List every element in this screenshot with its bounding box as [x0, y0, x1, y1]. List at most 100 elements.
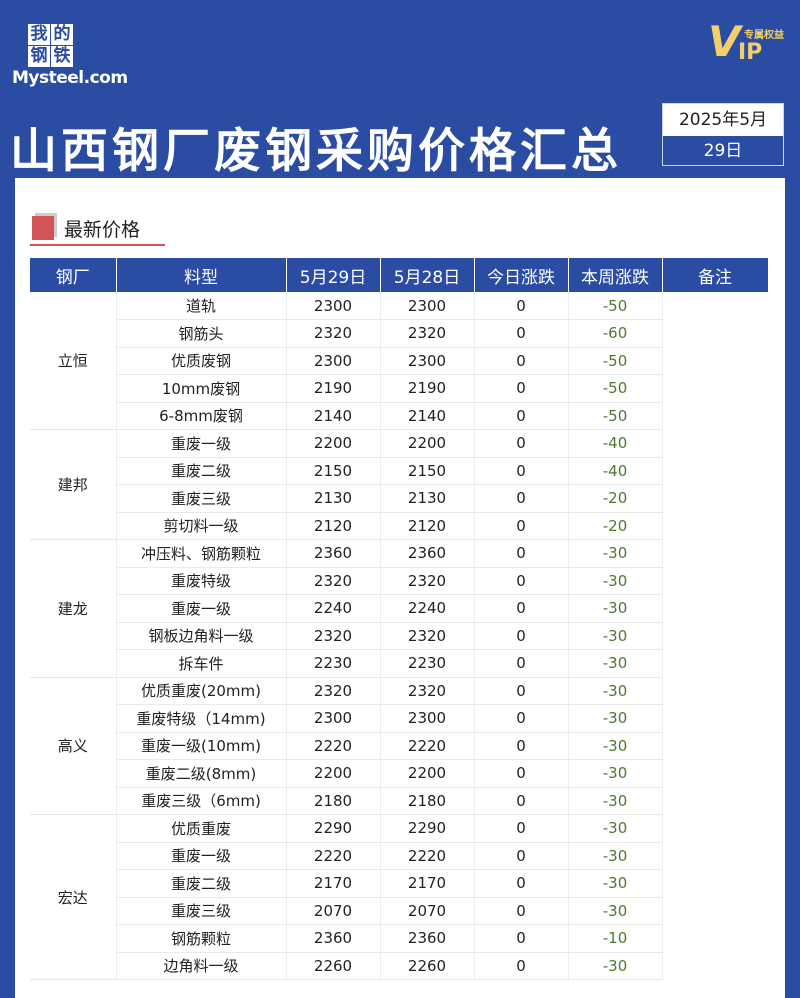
price-today: 2300	[286, 347, 381, 375]
section-underline	[30, 244, 165, 246]
price-yesterday: 2180	[380, 787, 475, 815]
vip-ip: IP	[738, 40, 763, 65]
daily-change: 0	[474, 347, 569, 375]
daily-change: 0	[474, 402, 569, 430]
table-row: 拆车件 2230 2230 0 -30	[30, 649, 768, 678]
column-header: 5月29日	[286, 258, 381, 292]
price-today: 2150	[286, 457, 381, 485]
daily-change: 0	[474, 924, 569, 953]
weekly-change: -40	[568, 429, 663, 458]
material-type: 6-8mm废钢	[116, 402, 287, 430]
mill-name: 宏达	[30, 814, 117, 980]
price-table: 钢厂 料型 5月29日 5月28日 今日涨跌 本周涨跌 备注 立恒 道轨 2300 2300 0 -5…	[30, 258, 769, 980]
daily-change: 0	[474, 567, 569, 595]
column-header: 钢厂	[30, 258, 117, 292]
price-today: 2320	[286, 319, 381, 348]
daily-change: 0	[474, 539, 569, 568]
price-yesterday: 2220	[380, 842, 475, 870]
price-today: 2140	[286, 402, 381, 430]
price-yesterday: 2140	[380, 402, 475, 430]
daily-change: 0	[474, 649, 569, 678]
table-row: 重废一级(10mm) 2220 2220 0 -30	[30, 732, 768, 760]
table-row: 6-8mm废钢 2140 2140 0 -50	[30, 402, 768, 430]
material-type: 优质废钢	[116, 347, 287, 375]
table-row: 重废一级 2220 2220 0 -30	[30, 842, 768, 870]
daily-change: 0	[474, 319, 569, 348]
weekly-change: -50	[568, 292, 663, 320]
price-yesterday: 2320	[380, 622, 475, 650]
price-today: 2120	[286, 512, 381, 540]
weekly-change: -40	[568, 457, 663, 485]
price-today: 2170	[286, 869, 381, 898]
material-type: 拆车件	[116, 649, 287, 678]
column-header: 今日涨跌	[474, 258, 569, 292]
weekly-change: -50	[568, 374, 663, 403]
price-yesterday: 2240	[380, 594, 475, 623]
price-today: 2200	[286, 429, 381, 458]
weekly-change: -30	[568, 759, 663, 788]
price-today: 2200	[286, 759, 381, 788]
weekly-change: -30	[568, 594, 663, 623]
material-type: 重废一级	[116, 842, 287, 870]
mysteel-logo: 我的钢铁 Mysteel.com	[12, 24, 128, 88]
price-yesterday: 2320	[380, 677, 475, 705]
vip-tag: 专属权益	[744, 30, 784, 41]
material-type: 重废二级	[116, 457, 287, 485]
material-type: 10mm废钢	[116, 374, 287, 403]
price-today: 2320	[286, 677, 381, 705]
price-today: 2360	[286, 924, 381, 953]
weekly-change: -20	[568, 512, 663, 540]
table-row: 钢板边角料一级 2320 2320 0 -30	[30, 622, 768, 650]
daily-change: 0	[474, 787, 569, 815]
column-header: 本周涨跌	[568, 258, 663, 292]
table-row: 重废特级（14mm) 2300 2300 0 -30	[30, 704, 768, 733]
price-yesterday: 2230	[380, 649, 475, 678]
table-row: 重废三级 2130 2130 0 -20	[30, 484, 768, 513]
daily-change: 0	[474, 897, 569, 925]
table-row: 10mm废钢 2190 2190 0 -50	[30, 374, 768, 403]
logo-char: 钢	[28, 46, 50, 67]
daily-change: 0	[474, 484, 569, 513]
logo-char: 我	[28, 24, 50, 45]
weekly-change: -30	[568, 649, 663, 678]
daily-change: 0	[474, 512, 569, 540]
daily-change: 0	[474, 952, 569, 980]
table-row: 建龙 冲压料、钢筋颗粒 2360 2360 0 -30	[30, 539, 768, 678]
vip-badge: V 专属权益 IP	[708, 21, 784, 66]
weekly-change: -60	[568, 319, 663, 348]
price-yesterday: 2320	[380, 567, 475, 595]
price-today: 2240	[286, 594, 381, 623]
table-row: 重废三级（6mm) 2180 2180 0 -30	[30, 787, 768, 815]
price-yesterday: 2300	[380, 704, 475, 733]
price-today: 2290	[286, 814, 381, 843]
weekly-change: -10	[568, 924, 663, 953]
material-type: 重废三级	[116, 897, 287, 925]
weekly-change: -30	[568, 677, 663, 705]
price-yesterday: 2360	[380, 924, 475, 953]
price-today: 2220	[286, 842, 381, 870]
weekly-change: -30	[568, 622, 663, 650]
weekly-change: -30	[568, 787, 663, 815]
notes-cell	[662, 292, 768, 980]
daily-change: 0	[474, 292, 569, 320]
daily-change: 0	[474, 814, 569, 843]
mill-name: 建邦	[30, 429, 117, 540]
table-row: 钢筋颗粒 2360 2360 0 -10	[30, 924, 768, 953]
material-type: 重废特级	[116, 567, 287, 595]
price-today: 2260	[286, 952, 381, 980]
price-yesterday: 2070	[380, 897, 475, 925]
price-today: 2320	[286, 622, 381, 650]
content-panel: 最新价格 钢厂 料型 5月29日 5月28日 今日涨跌 本周涨跌 备注 立恒 道轨 2300 23…	[15, 178, 785, 998]
material-type: 道轨	[116, 292, 287, 320]
daily-change: 0	[474, 732, 569, 760]
table-row: 剪切料一级 2120 2120 0 -20	[30, 512, 768, 540]
page-title: 山西钢厂废钢采购价格汇总	[10, 124, 622, 179]
table-row: 钢筋头 2320 2320 0 -60	[30, 319, 768, 348]
material-type: 钢板边角料一级	[116, 622, 287, 650]
price-yesterday: 2130	[380, 484, 475, 513]
table-row: 立恒 道轨 2300 2300 0 -50	[30, 292, 768, 430]
weekly-change: -20	[568, 484, 663, 513]
weekly-change: -50	[568, 347, 663, 375]
price-yesterday: 2360	[380, 539, 475, 568]
daily-change: 0	[474, 869, 569, 898]
